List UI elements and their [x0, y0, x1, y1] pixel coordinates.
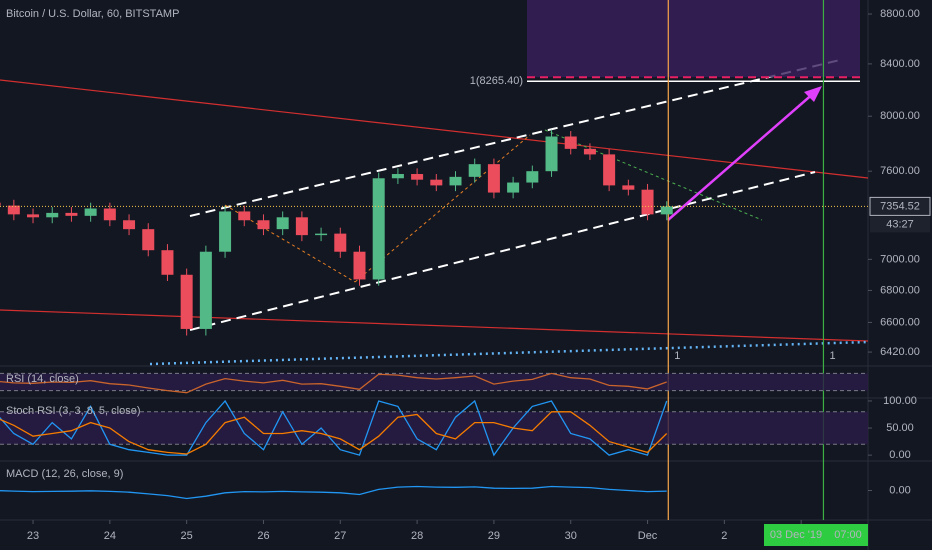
pane-title: MACD (12, 26, close, 9): [6, 468, 123, 480]
indicator-line: [0, 399, 668, 457]
x-tick-label: 26: [257, 530, 269, 542]
vertical-marker-label: 1: [674, 350, 680, 362]
candle-body: [334, 233, 347, 252]
x-tick-label: 25: [181, 530, 193, 542]
y-tick-label: 7600.00: [880, 165, 920, 177]
candle-body: [353, 251, 366, 280]
y-tick-label: 8800.00: [880, 8, 920, 20]
y-tick-label: 6800.00: [880, 284, 920, 296]
candle-body: [46, 212, 59, 218]
band-fill: [0, 373, 868, 391]
y-tick-label: 6420.00: [880, 346, 920, 358]
y-tick-label: 100.00: [883, 395, 917, 407]
last-price-box: [869, 196, 931, 216]
candle-body: [315, 233, 328, 236]
y-tick-label: 8400.00: [880, 58, 920, 70]
target-zone: [527, 0, 860, 78]
x-tick-label: Dec: [638, 530, 658, 542]
vertical-marker-label: 1: [829, 350, 835, 362]
candle-body: [487, 164, 500, 193]
y-tick-label: 50.00: [886, 422, 914, 434]
indicator-line: [0, 411, 668, 455]
candle-body: [123, 220, 136, 230]
candle-body: [622, 185, 635, 190]
last-price-label: 7354.52: [880, 200, 920, 212]
candle-body: [7, 205, 20, 215]
x-tick-label: 29: [488, 530, 500, 542]
candle-body: [142, 229, 155, 251]
candle-body: [545, 136, 558, 172]
countdown-box: [870, 216, 930, 233]
candle-body: [507, 182, 520, 193]
channel-line: [189, 171, 816, 331]
indicator-line: [0, 372, 667, 394]
pane-title: Stoch RSI (3, 3, 8, 5, close): [6, 405, 141, 417]
cursor-date-box: [764, 524, 868, 546]
candle-body: [180, 274, 193, 329]
pane-title: RSI (14, close): [6, 373, 79, 385]
x-tick-label: 23: [27, 530, 39, 542]
candle-body: [391, 174, 404, 179]
candle-body: [199, 251, 212, 329]
candle-body: [372, 178, 385, 280]
candle-body: [526, 171, 539, 183]
candle-body: [238, 211, 251, 221]
cursor-date: 03 Dec '19: [770, 529, 822, 541]
trend-line: [0, 79, 869, 179]
candle-body: [0, 202, 1, 206]
candle-body: [583, 148, 596, 155]
candle-body: [295, 217, 308, 236]
candle-body: [411, 174, 424, 180]
x-tick-label: 28: [411, 530, 423, 542]
x-tick-label: 24: [104, 530, 116, 542]
candle-body: [430, 179, 443, 186]
candle-body: [257, 220, 270, 230]
cursor-time: 07:00: [834, 529, 862, 541]
candle-body: [564, 136, 577, 149]
candle-body: [161, 250, 174, 275]
candle-body: [219, 211, 232, 252]
candle-body: [468, 164, 481, 177]
indicator-line: [0, 485, 667, 500]
countdown-label: 43:27: [886, 218, 914, 230]
y-tick-label: 8000.00: [880, 110, 920, 122]
fib-label: 1(8265.40): [470, 75, 523, 87]
y-tick-label: 6600.00: [880, 316, 920, 328]
candle-body: [641, 189, 654, 215]
arrow-head: [804, 86, 822, 102]
y-tick-label: 0.00: [889, 484, 910, 496]
candle-body: [84, 208, 97, 216]
y-tick-label: 0.00: [889, 449, 910, 461]
trend-line: [0, 309, 869, 342]
candle-body: [603, 154, 616, 186]
candle-body: [449, 176, 462, 186]
arrow: [667, 91, 816, 221]
candle-body: [276, 217, 289, 230]
x-tick-label: 2: [721, 530, 727, 542]
x-tick-label: 30: [565, 530, 577, 542]
chart-title: Bitcoin / U.S. Dollar, 60, BITSTAMP: [6, 8, 179, 20]
y-tick-label: 7000.00: [880, 253, 920, 265]
candle-body: [660, 206, 673, 215]
band-fill: [0, 411, 868, 445]
candle-body: [27, 214, 40, 218]
x-tick-label: 27: [334, 530, 346, 542]
candle-body: [65, 212, 78, 216]
candle-body: [103, 208, 116, 221]
